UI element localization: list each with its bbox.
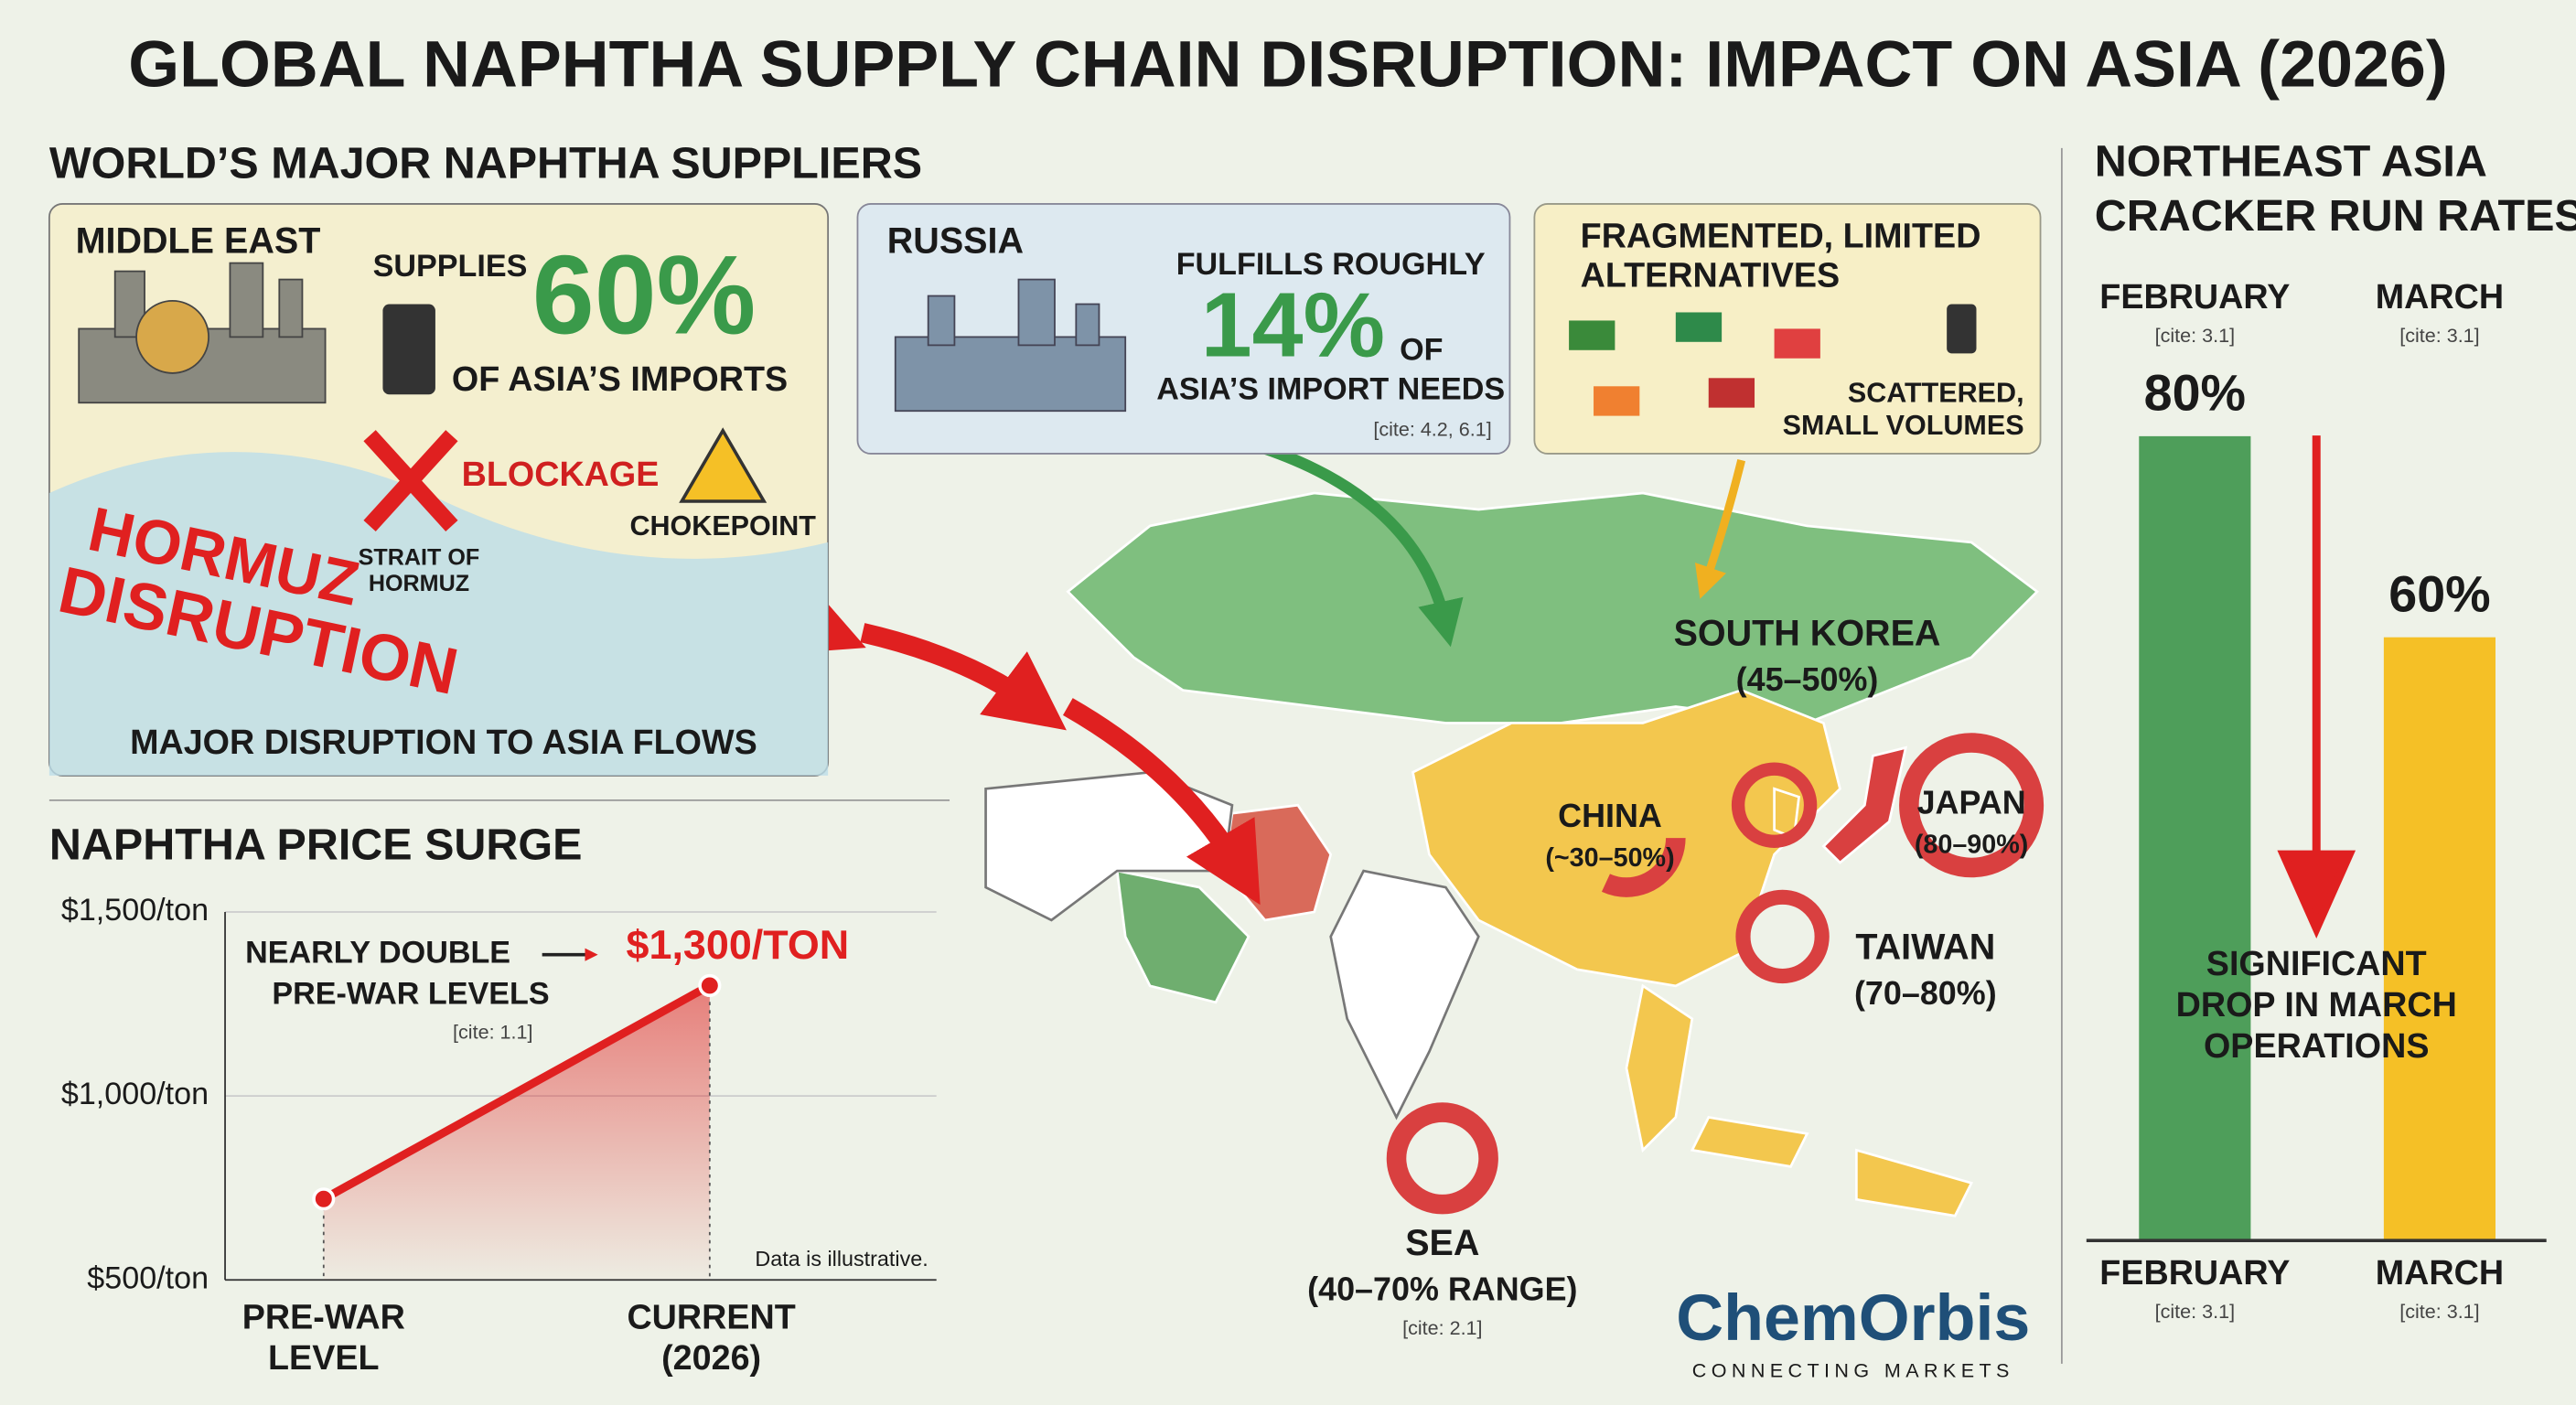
- category: MARCH: [2376, 277, 2504, 316]
- x-tick-label: LEVEL: [268, 1338, 380, 1377]
- annotation: SIGNIFICANT: [2206, 944, 2427, 982]
- value-label: 60%: [2388, 565, 2490, 622]
- refinery-icon: [78, 262, 327, 404]
- label: FULFILLS ROUGHLY: [1176, 247, 1486, 282]
- cite: [cite: 1.1]: [453, 1021, 532, 1044]
- bar: [2383, 637, 2496, 1241]
- barrel-icon: [382, 304, 435, 395]
- label: CHOKEPOINT: [629, 510, 816, 542]
- country-range: (~30–50%): [1545, 843, 1674, 873]
- card-title: RUSSIA: [887, 220, 1024, 261]
- y-tick-label: $1,500/ton: [61, 893, 209, 928]
- arrow: [1062, 698, 1261, 906]
- arrow: [2277, 435, 2356, 938]
- warning-icon: [679, 427, 767, 503]
- x-tick-label: (2026): [661, 1338, 761, 1377]
- area: [323, 985, 710, 1281]
- card-title: MIDDLE EAST: [76, 220, 321, 261]
- share: 60%: [532, 232, 756, 358]
- sea: [48, 452, 829, 776]
- x-tick-label: CURRENT: [627, 1297, 795, 1335]
- country-range: (80–90%): [1915, 831, 2029, 860]
- country-range: (45–50%): [1736, 660, 1879, 698]
- label: SCATTERED,: [1848, 377, 2024, 408]
- annotation: PRE-WAR LEVELS: [272, 977, 549, 1012]
- category: MARCH: [2376, 1253, 2504, 1292]
- label: OF ASIA’S IMPORTS: [452, 359, 788, 398]
- country-range: (70–80%): [1854, 974, 1997, 1012]
- chart-title: NORTHEAST ASIA: [2095, 137, 2487, 187]
- donuts: [1386, 733, 2045, 1215]
- value-label: $1,300/TON: [627, 921, 850, 968]
- cite: [cite: 3.1]: [2155, 1300, 2235, 1323]
- cite: [cite: 4.2, 6.1]: [1373, 417, 1491, 440]
- label: SUPPLIES: [373, 249, 528, 284]
- point: [698, 973, 722, 998]
- category: FEBRUARY: [2099, 1253, 2290, 1292]
- cite: [cite: 2.1]: [1402, 1316, 1482, 1339]
- bar: [2139, 435, 2251, 1241]
- y-tick-label: $1,000/ton: [61, 1077, 209, 1111]
- category: FEBRUARY: [2099, 277, 2290, 316]
- chart-title: CRACKER RUN RATES: [2095, 191, 2576, 241]
- cite: [cite: 3.1]: [2399, 324, 2479, 347]
- card-title: FRAGMENTED, LIMITED: [1581, 217, 1981, 255]
- x-tick-label: PRE-WAR: [242, 1297, 405, 1335]
- section-heading: WORLD’S MAJOR NAPHTHA SUPPLIERS: [49, 138, 922, 188]
- point: [312, 1187, 336, 1211]
- label: OF: [1400, 333, 1443, 368]
- card-title: ALTERNATIVES: [1581, 256, 1840, 295]
- label: STRAIT OF: [359, 544, 480, 570]
- annotation: OPERATIONS: [2204, 1026, 2430, 1065]
- title: GLOBAL NAPHTHA SUPPLY CHAIN DISRUPTION: …: [128, 28, 2448, 102]
- label: HORMUZ: [369, 571, 469, 596]
- price-chart: $500/ton $1,000/ton $1,500/ton PRE-WARLEVEL…: [61, 893, 937, 1377]
- country: JAPAN: [1917, 784, 2026, 821]
- arrow: [1694, 459, 1746, 599]
- y-tick-label: $500/ton: [87, 1260, 209, 1295]
- label: SMALL VOLUMES: [1783, 410, 2024, 441]
- note: Data is illustrative.: [755, 1247, 928, 1271]
- country: SEA: [1405, 1223, 1479, 1263]
- annotation: NEARLY DOUBLE: [245, 936, 510, 971]
- chart-title: NAPHTHA PRICE SURGE: [49, 820, 583, 870]
- label: BLOCKAGE: [462, 455, 660, 493]
- cross-icon: [363, 430, 458, 531]
- cite: [cite: 3.1]: [2399, 1300, 2479, 1323]
- country: SOUTH KOREA: [1674, 614, 1941, 654]
- line: [321, 981, 713, 1203]
- logo-tagline: CONNECTING MARKETS: [1692, 1359, 2014, 1382]
- country: CHINA: [1558, 797, 1662, 834]
- caption: MAJOR DISRUPTION TO ASIA FLOWS: [130, 723, 757, 761]
- arrow: [860, 623, 1067, 731]
- share: 14%: [1201, 274, 1385, 377]
- country-range: (40–70% RANGE): [1307, 1270, 1577, 1307]
- label: ASIA’S IMPORT NEEDS: [1156, 372, 1505, 407]
- annotation: DROP IN MARCH: [2176, 985, 2457, 1024]
- bar-chart: FEBRUARY [cite: 3.1] 80% FEBRUARY [cite: 3.1…: [2086, 277, 2547, 1323]
- value-label: 80%: [2144, 364, 2246, 421]
- refinery-icon: [894, 278, 1127, 413]
- logo: ChemOrbis: [1676, 1282, 2030, 1355]
- flag-icons: [1569, 304, 1977, 416]
- cite: [cite: 3.1]: [2155, 324, 2235, 347]
- country: TAIWAN: [1855, 928, 1995, 968]
